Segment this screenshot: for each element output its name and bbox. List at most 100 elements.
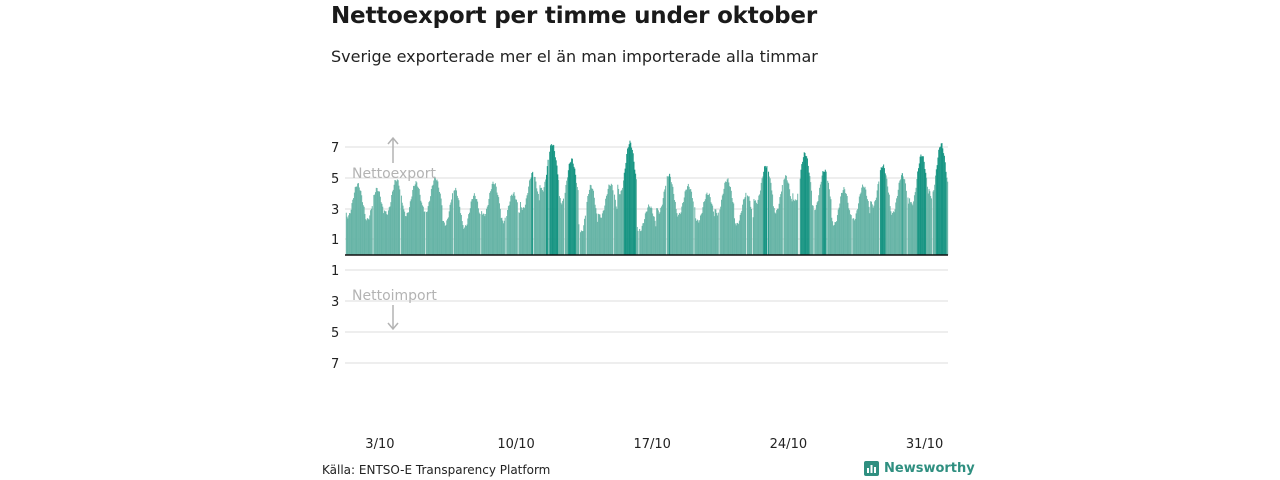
hour-bar (477, 201, 479, 255)
hour-bar (657, 210, 659, 255)
hour-bar (750, 206, 752, 255)
hour-bar (611, 184, 613, 255)
hour-bar (496, 192, 498, 255)
hour-bar (708, 194, 710, 255)
hour-bar (743, 198, 745, 255)
hour-bar (394, 179, 396, 255)
hour-bar (512, 193, 514, 255)
hour-bar (490, 189, 492, 255)
hour-bar (848, 208, 850, 255)
hour-bar (623, 180, 624, 255)
hour-bar (824, 169, 826, 255)
hour-bar (747, 196, 749, 255)
hour-bar (567, 170, 569, 255)
hour-bar (572, 163, 574, 255)
hour-bar (873, 205, 875, 255)
hour-bar (943, 155, 945, 255)
hour-bar (774, 212, 776, 255)
hour-bar (597, 213, 599, 255)
hour-bar (620, 190, 622, 255)
hour-bar (435, 180, 437, 255)
hour-bar (507, 206, 509, 255)
hour-bar (455, 187, 457, 255)
hour-bar (859, 194, 861, 255)
hour-bar (624, 168, 626, 255)
hour-bar (832, 221, 834, 255)
hour-bar (887, 186, 889, 255)
hour-bar (665, 185, 667, 255)
hour-bar (610, 185, 611, 255)
hour-bar (651, 208, 653, 255)
hour-bar (563, 198, 564, 255)
hour-bar (358, 187, 360, 255)
hour-bar (345, 212, 347, 255)
hour-bar (840, 196, 842, 255)
hour-bar (549, 151, 551, 255)
hour-bar (729, 186, 731, 255)
hour-bar (683, 197, 685, 255)
hour-bar (441, 205, 443, 255)
hour-bar (862, 186, 864, 255)
hour-bar (843, 187, 845, 255)
hour-bar (561, 204, 563, 255)
hour-bar (884, 173, 886, 255)
hour-bar (504, 217, 506, 255)
hour-bar (633, 161, 635, 255)
hour-bar (716, 213, 718, 255)
hour-bar (475, 199, 477, 255)
hour-bar (523, 207, 525, 255)
hour-bar (565, 184, 567, 255)
hour-bar (779, 197, 781, 255)
hour-bar (399, 189, 401, 255)
hour-bar (383, 210, 385, 255)
hour-bar (701, 212, 703, 255)
hour-bar (715, 209, 717, 255)
hour-bar (449, 204, 451, 255)
hour-bar (709, 197, 711, 255)
hour-bar (648, 204, 650, 255)
hour-bar (362, 205, 364, 255)
hour-bar (677, 216, 679, 255)
hour-bar (418, 188, 420, 255)
hour-bar (916, 178, 918, 255)
hour-bar (567, 177, 569, 255)
hour-bar (853, 218, 855, 255)
hour-bar (647, 207, 649, 255)
hour-bar (844, 189, 846, 255)
hour-bar (788, 183, 790, 255)
y-tick-label: 1 (331, 233, 339, 248)
hour-bar (687, 183, 689, 255)
hour-bar (702, 207, 704, 255)
hour-bar (785, 175, 787, 255)
hour-bar (497, 195, 499, 255)
import-annotation: Nettoimport (352, 288, 437, 331)
hour-bar (781, 191, 782, 255)
hour-bar (899, 180, 901, 255)
hour-bar (799, 178, 801, 255)
hour-bar (688, 186, 690, 255)
hour-bar (817, 200, 819, 255)
hour-bar (822, 171, 824, 255)
hour-bar (528, 180, 530, 255)
hour-bar (387, 214, 389, 255)
hour-bar (526, 195, 528, 255)
hour-bar (522, 207, 524, 255)
hour-bar (471, 199, 473, 255)
hour-bar (537, 191, 539, 255)
hour-bar (357, 183, 359, 255)
hour-bar (618, 194, 620, 255)
import-arrow-down-icon (387, 322, 399, 331)
hour-bar (544, 181, 546, 255)
hour-bar (494, 183, 496, 255)
hour-bar (885, 175, 887, 255)
hour-bar (583, 225, 585, 255)
hour-bar (938, 149, 940, 255)
hour-bar (691, 191, 693, 255)
hour-bar (925, 172, 927, 255)
hour-bar (935, 175, 936, 255)
hour-bar (434, 176, 436, 255)
hour-bar (904, 179, 906, 255)
hour-bar (738, 220, 740, 255)
hour-bar (375, 187, 377, 255)
hour-bar (417, 187, 419, 255)
